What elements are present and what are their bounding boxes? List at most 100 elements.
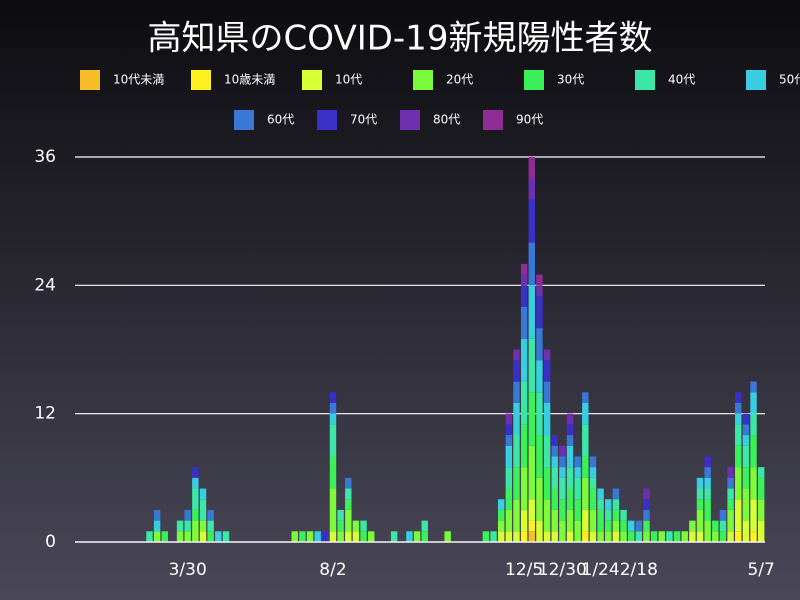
- legend-swatch: [191, 70, 211, 90]
- bar-segment: [543, 531, 551, 542]
- bar-segment: [536, 477, 543, 521]
- bar-segment: [536, 435, 543, 478]
- legend-swatch: [80, 70, 100, 90]
- bar-segment: [222, 531, 230, 542]
- bar-segment: [490, 531, 497, 542]
- bar-segment: [192, 467, 199, 478]
- bar-segment: [192, 520, 199, 542]
- bar-segment: [589, 477, 597, 489]
- x-tick-label: 12/30: [538, 560, 587, 580]
- bar-segment: [543, 499, 551, 532]
- bar-segment: [337, 531, 344, 542]
- bar-segment: [207, 531, 214, 542]
- bar-segment: [543, 467, 551, 500]
- bar-segment: [413, 531, 421, 542]
- bar-segment: [597, 499, 604, 510]
- bar-segment: [605, 531, 612, 542]
- bar-segment: [582, 509, 589, 532]
- bar-segment: [696, 477, 704, 489]
- legend-label: 90代: [516, 113, 543, 127]
- bar-segment: [551, 509, 558, 532]
- bar-segment: [742, 488, 750, 521]
- y-tick-label: 24: [34, 275, 56, 295]
- bar-segment: [719, 520, 727, 532]
- bar-segment: [543, 402, 551, 436]
- bar-segment: [750, 499, 757, 532]
- bar-segment: [329, 488, 337, 532]
- bar-segment: [620, 520, 627, 532]
- legend-swatch: [483, 110, 503, 130]
- bar-segment: [704, 477, 711, 489]
- bar-segment: [505, 488, 513, 510]
- bar-segment: [551, 467, 558, 489]
- bar-segment: [543, 360, 551, 382]
- bar-segment: [505, 413, 513, 425]
- bar-segment: [582, 402, 589, 425]
- bar-segment: [184, 531, 191, 542]
- bar-segment: [513, 381, 520, 403]
- bar-segment: [528, 445, 535, 500]
- bar-segment: [520, 306, 528, 339]
- bar-segment: [528, 392, 535, 446]
- legend-label: 10歳未満: [224, 73, 275, 87]
- bar-segment: [520, 263, 528, 275]
- bar-segment: [497, 499, 505, 510]
- bar-segment: [528, 157, 535, 179]
- bar-segment: [643, 509, 650, 521]
- bar-segment: [735, 424, 742, 446]
- bar-segment: [605, 499, 612, 510]
- bar-segment: [444, 531, 451, 542]
- legend-swatch: [635, 70, 655, 90]
- bar-segment: [192, 477, 199, 489]
- bar-segment: [520, 285, 528, 307]
- legend-label: 40代: [668, 73, 695, 87]
- bar-segment: [612, 531, 620, 542]
- bar-segment: [727, 509, 734, 532]
- bar-segment: [551, 445, 558, 457]
- bar-segment: [345, 509, 352, 532]
- bar-segment: [543, 381, 551, 403]
- bar-segment: [643, 531, 650, 542]
- bar-segment: [735, 499, 742, 532]
- y-tick-label: 0: [45, 532, 56, 552]
- bar-segment: [536, 392, 543, 436]
- bar-segment: [727, 499, 734, 510]
- bar-segment: [735, 413, 742, 425]
- bar-segment: [536, 296, 543, 329]
- bar-segment: [528, 199, 535, 243]
- x-tick-label: 1/24: [582, 560, 620, 580]
- bar-segment: [582, 392, 589, 403]
- legend-swatch: [746, 70, 766, 90]
- bar-segment: [528, 178, 535, 200]
- bar-segment: [329, 531, 337, 542]
- x-tick-label: 8/2: [319, 560, 346, 580]
- bar-segment: [513, 467, 520, 500]
- bar-segment: [528, 520, 535, 532]
- bar-segment: [505, 509, 513, 532]
- bar-segment: [750, 413, 757, 436]
- bar-segment: [559, 467, 566, 478]
- bar-segment: [589, 467, 597, 478]
- bar-segment: [574, 456, 581, 468]
- bar-segment: [513, 531, 520, 542]
- bar-segment: [605, 520, 612, 532]
- bar-segment: [360, 531, 367, 542]
- bar-segment: [566, 424, 574, 436]
- bar-segment: [597, 509, 604, 532]
- bar-segment: [574, 467, 581, 478]
- bar-segment: [589, 531, 597, 542]
- bar-segment: [559, 520, 566, 542]
- bar-segment: [329, 456, 337, 489]
- bar-segment: [650, 531, 658, 542]
- bar-segment: [742, 435, 750, 446]
- bar-segment: [643, 520, 650, 532]
- bar-segment: [566, 509, 574, 532]
- bar-segment: [345, 488, 352, 500]
- legend-label: 10代未満: [113, 73, 164, 87]
- bar-segment: [566, 413, 574, 425]
- bar-segment: [536, 274, 543, 286]
- bar-segment: [742, 424, 750, 436]
- bar-segment: [497, 520, 505, 532]
- bar-segment: [207, 520, 214, 532]
